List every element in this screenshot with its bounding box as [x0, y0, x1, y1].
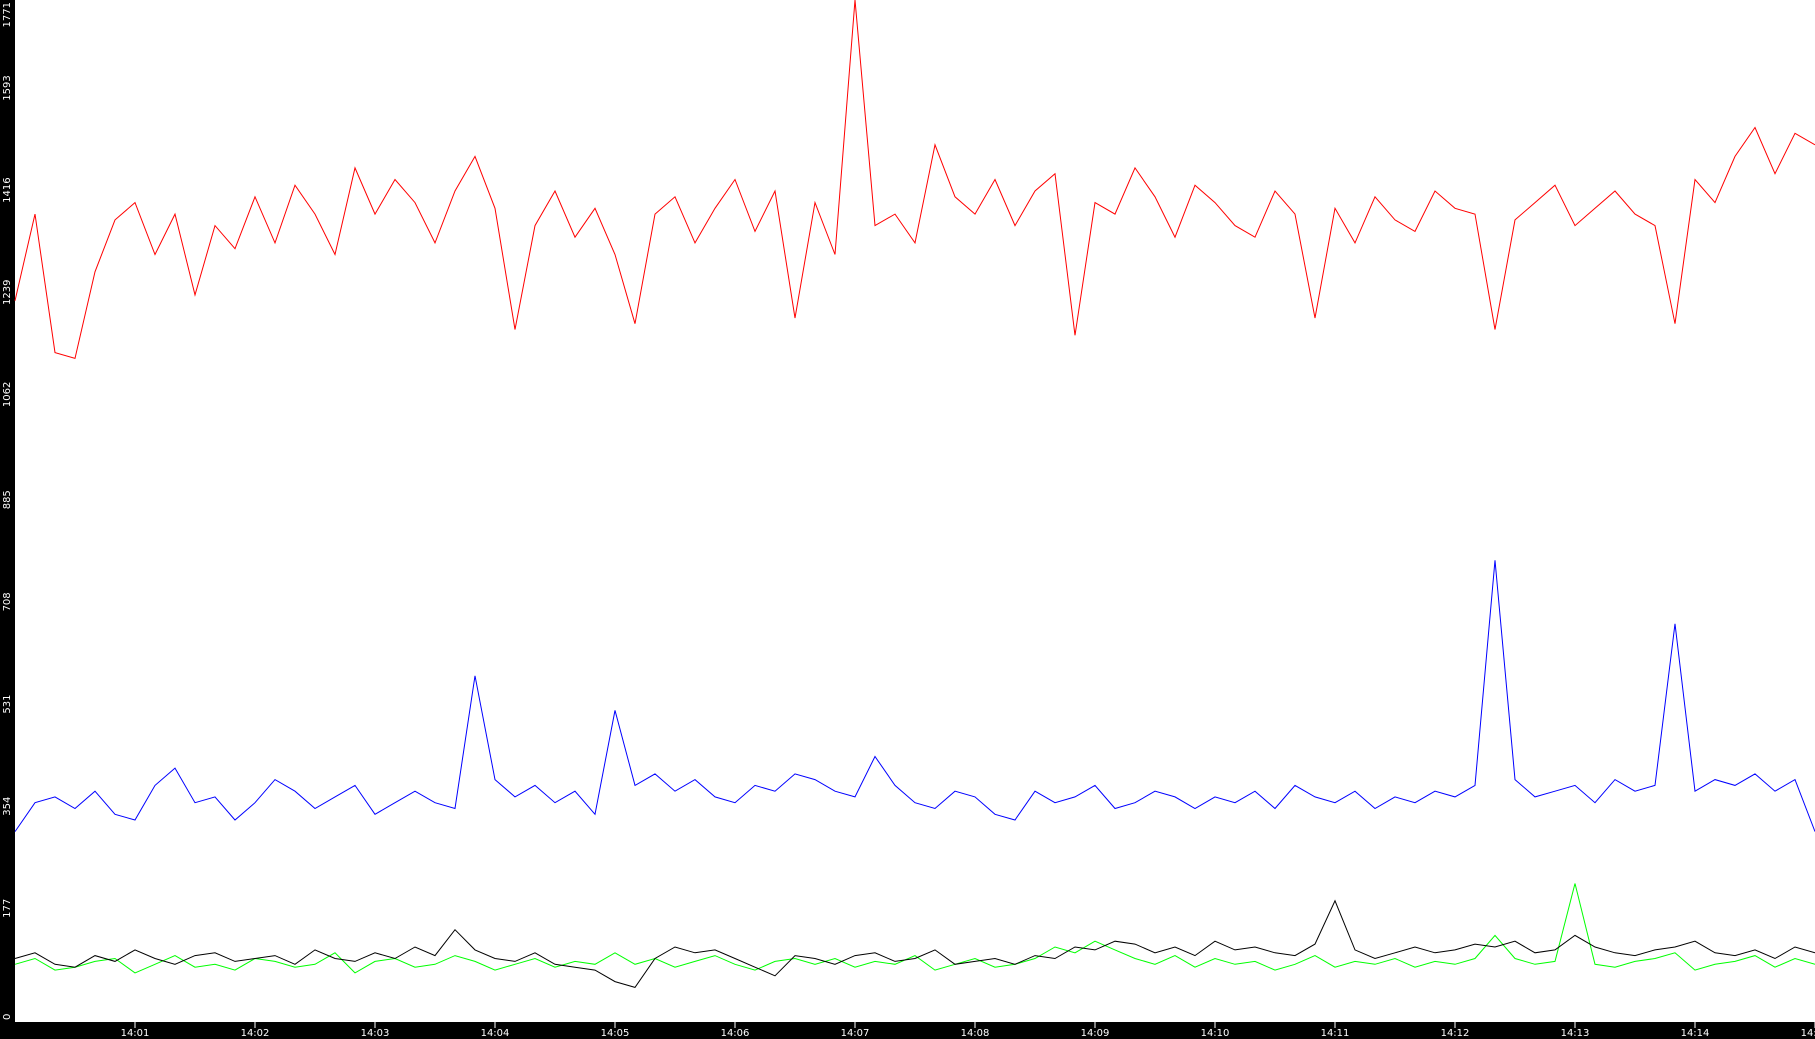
y-tick-label: 354: [2, 797, 13, 816]
x-tick-label: 14:11: [1321, 1028, 1350, 1039]
series-line-0: [14, 0, 1815, 360]
series-line-1: [14, 560, 1815, 832]
x-tick-label: 14:10: [1201, 1028, 1230, 1039]
y-tick-label: 0: [2, 1014, 13, 1020]
plot-area: [15, 0, 1815, 1022]
x-tick-label: 14:08: [961, 1028, 990, 1039]
x-tick-label: 14:12: [1441, 1028, 1470, 1039]
x-tick-label: 14:04: [481, 1028, 510, 1039]
x-tick-label: 14:03: [361, 1028, 390, 1039]
x-tick-label: 14:01: [121, 1028, 150, 1039]
y-tick-label: 708: [2, 592, 13, 611]
x-tick-label: 14:09: [1081, 1028, 1110, 1039]
y-tick-label: 1062: [2, 382, 13, 407]
x-tick-label: 14:13: [1561, 1028, 1590, 1039]
y-tick-label: 177: [2, 899, 13, 918]
y-tick-label: 531: [2, 694, 13, 713]
y-tick-label: 1239: [2, 280, 13, 305]
y-tick-label: 1771: [2, 2, 13, 27]
series-line-3: [14, 899, 1815, 988]
x-tick-label: 14:02: [241, 1028, 270, 1039]
series-line-2: [14, 883, 1815, 974]
x-tick-label: 14:05: [601, 1028, 630, 1039]
x-tick-label: 14:07: [841, 1028, 870, 1039]
y-tick-label: 1593: [2, 75, 13, 100]
y-tick-label: 885: [2, 490, 13, 509]
x-tick-label: 14:06: [721, 1028, 750, 1039]
x-tick-label: 14:15: [1801, 1028, 1815, 1039]
x-tick-label: 14:14: [1681, 1028, 1710, 1039]
y-tick-label: 1416: [2, 177, 13, 202]
